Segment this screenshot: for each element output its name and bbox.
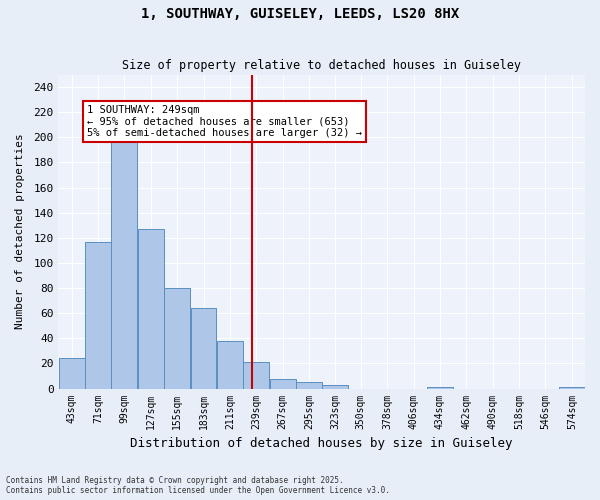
Bar [296, 382, 322, 388]
Bar [322, 385, 349, 388]
Title: Size of property relative to detached houses in Guiseley: Size of property relative to detached ho… [122, 59, 521, 72]
Bar [269, 378, 296, 388]
X-axis label: Distribution of detached houses by size in Guiseley: Distribution of detached houses by size … [130, 437, 513, 450]
Text: Contains HM Land Registry data © Crown copyright and database right 2025.
Contai: Contains HM Land Registry data © Crown c… [6, 476, 390, 495]
Bar [244, 362, 269, 388]
Bar [85, 242, 111, 388]
Text: 1, SOUTHWAY, GUISELEY, LEEDS, LS20 8HX: 1, SOUTHWAY, GUISELEY, LEEDS, LS20 8HX [141, 8, 459, 22]
Bar [164, 288, 190, 388]
Bar [112, 138, 137, 388]
Bar [59, 358, 85, 388]
Bar [217, 341, 243, 388]
Y-axis label: Number of detached properties: Number of detached properties [15, 134, 25, 330]
Bar [138, 229, 164, 388]
Text: 1 SOUTHWAY: 249sqm
← 95% of detached houses are smaller (653)
5% of semi-detache: 1 SOUTHWAY: 249sqm ← 95% of detached hou… [87, 104, 362, 138]
Bar [191, 308, 217, 388]
